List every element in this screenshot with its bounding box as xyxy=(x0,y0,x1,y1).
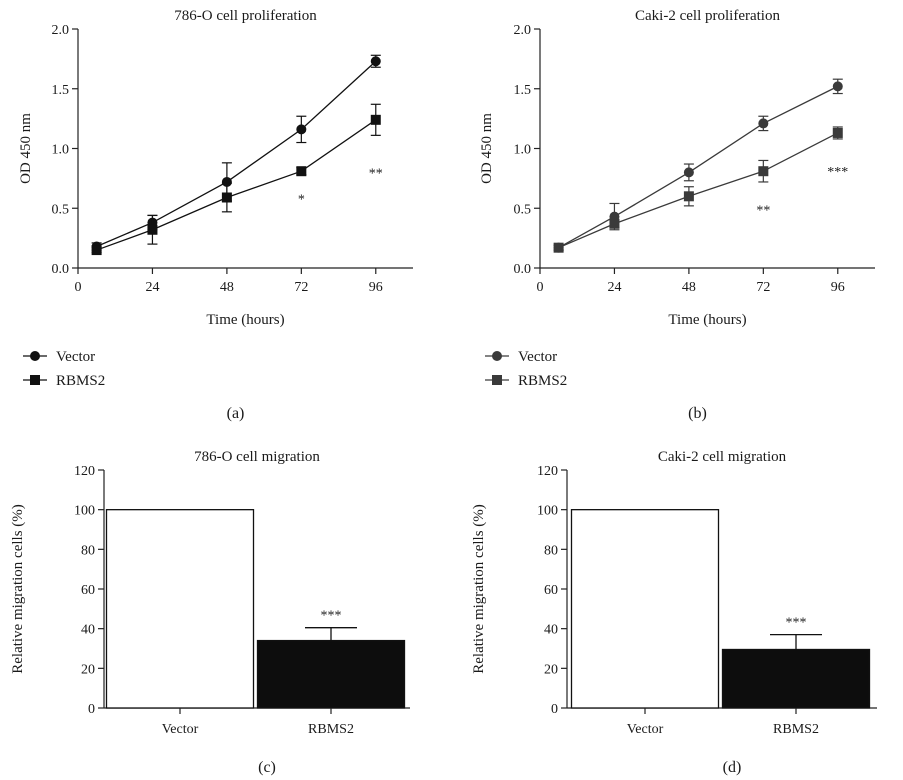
data-point xyxy=(370,114,381,125)
chart-panel-3: Caki-2 cell migration 0 20 40 60 80 100 120 Rela… xyxy=(471,449,877,776)
y-tick-label: 0.5 xyxy=(514,202,532,217)
data-point xyxy=(296,124,307,135)
legend-marker xyxy=(492,351,502,361)
legend-label: Vector xyxy=(518,349,557,365)
y-tick-label: 60 xyxy=(544,583,558,598)
x-tick-label: 0 xyxy=(75,280,82,295)
y-tick-label: 1.5 xyxy=(52,83,70,98)
y-tick-label: 120 xyxy=(537,464,558,479)
x-tick-label: RBMS2 xyxy=(308,722,354,737)
x-tick-label: RBMS2 xyxy=(773,722,819,737)
bar-rbms2 xyxy=(721,648,871,709)
x-tick-label: 24 xyxy=(607,280,621,295)
y-tick-label: 0.0 xyxy=(52,262,70,277)
data-point xyxy=(683,167,694,178)
series-line-rbms2 xyxy=(558,132,839,249)
series-line-vector xyxy=(558,85,839,249)
significance-label: *** xyxy=(786,616,807,631)
data-point xyxy=(832,127,843,138)
y-tick-label: 40 xyxy=(544,623,558,638)
legend-label: RBMS2 xyxy=(518,373,567,389)
y-tick-label: 0.0 xyxy=(514,262,532,277)
legend-marker xyxy=(30,351,40,361)
y-tick-label: 2.0 xyxy=(514,23,532,38)
y-tick-label: 20 xyxy=(81,662,95,677)
significance-label: *** xyxy=(321,609,342,624)
data-point xyxy=(758,118,769,129)
y-axis-label: Relative migration cells (%) xyxy=(471,504,487,674)
x-tick-label: Vector xyxy=(627,722,664,737)
data-point xyxy=(221,176,232,187)
bar-vector xyxy=(570,509,720,709)
y-axis-label: OD 450 nm xyxy=(18,113,34,184)
data-point xyxy=(683,191,694,202)
x-tick-label: 96 xyxy=(831,280,845,295)
data-point xyxy=(91,245,102,256)
y-tick-label: 60 xyxy=(81,583,95,598)
y-tick-label: 100 xyxy=(537,504,558,519)
y-tick-label: 0.5 xyxy=(52,202,70,217)
panel-label: (d) xyxy=(723,759,742,776)
chart-panel-0: 786-O cell proliferation 0.0 0.5 1.0 1.5 2.0 0… xyxy=(18,8,413,422)
chart-title: 786-O cell proliferation xyxy=(174,8,317,24)
bar-rbms2 xyxy=(256,639,406,709)
x-axis-label: Time (hours) xyxy=(206,312,284,328)
y-axis-label: OD 450 nm xyxy=(479,113,495,184)
significance-label: *** xyxy=(827,165,848,180)
data-point xyxy=(296,166,307,177)
significance-label: * xyxy=(298,193,305,208)
panel-label: (c) xyxy=(258,759,276,776)
x-tick-label: 72 xyxy=(294,280,308,295)
y-tick-label: 1.0 xyxy=(52,143,70,158)
data-point xyxy=(609,218,620,229)
data-point xyxy=(832,81,843,92)
x-tick-label: 0 xyxy=(537,280,544,295)
legend-label: RBMS2 xyxy=(56,373,105,389)
legend-label: Vector xyxy=(56,349,95,365)
panel-label: (b) xyxy=(688,405,707,422)
legend-marker xyxy=(492,375,502,385)
y-tick-label: 80 xyxy=(544,543,558,558)
series-line-rbms2 xyxy=(96,119,377,251)
y-tick-label: 1.5 xyxy=(514,83,532,98)
y-tick-label: 40 xyxy=(81,623,95,638)
x-tick-label: 48 xyxy=(682,280,696,295)
significance-label: ** xyxy=(369,166,383,181)
y-tick-label: 0 xyxy=(551,702,558,717)
x-axis-label: Time (hours) xyxy=(668,312,746,328)
x-tick-label: 96 xyxy=(369,280,383,295)
chart-title: Caki-2 cell proliferation xyxy=(635,8,780,24)
y-tick-label: 120 xyxy=(74,464,95,479)
y-tick-label: 2.0 xyxy=(52,23,70,38)
significance-label: ** xyxy=(756,203,770,218)
data-point xyxy=(370,56,381,67)
data-point xyxy=(147,224,158,235)
chart-title: 786-O cell migration xyxy=(194,449,320,465)
data-point xyxy=(758,166,769,177)
x-tick-label: 72 xyxy=(756,280,770,295)
legend-marker xyxy=(30,375,40,385)
data-point xyxy=(553,242,564,253)
chart-panel-1: Caki-2 cell proliferation 0.0 0.5 1.0 1.5 2.0… xyxy=(479,8,875,422)
y-tick-label: 20 xyxy=(544,662,558,677)
panel-label: (a) xyxy=(227,405,245,422)
x-tick-label: 24 xyxy=(145,280,159,295)
x-tick-label: Vector xyxy=(162,722,199,737)
chart-title: Caki-2 cell migration xyxy=(658,449,787,465)
y-tick-label: 80 xyxy=(81,543,95,558)
y-tick-label: 1.0 xyxy=(514,143,532,158)
data-point xyxy=(221,192,232,203)
y-tick-label: 0 xyxy=(88,702,95,717)
x-tick-label: 48 xyxy=(220,280,234,295)
series-line-vector xyxy=(96,60,377,248)
chart-panel-2: 786-O cell migration 0 20 40 60 80 100 120 Relat… xyxy=(10,449,410,776)
bar-vector xyxy=(105,509,255,709)
y-tick-label: 100 xyxy=(74,504,95,519)
y-axis-label: Relative migration cells (%) xyxy=(10,504,26,674)
